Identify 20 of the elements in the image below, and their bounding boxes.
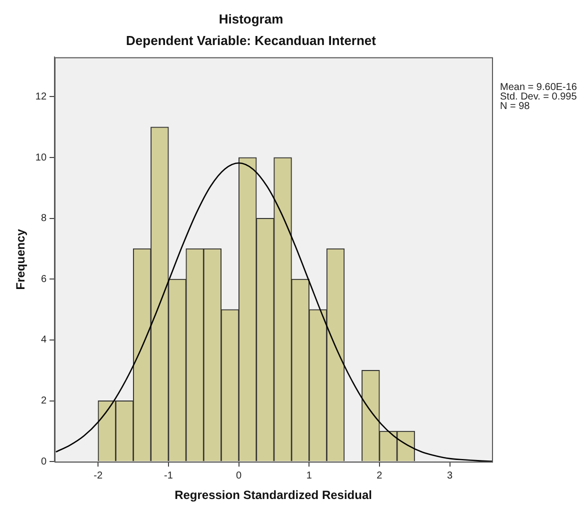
y-tick-label: 6 — [40, 274, 47, 285]
text: N = 98 — [500, 100, 530, 112]
y-axis-title: Frequency — [14, 228, 28, 290]
chart-subtitle: Dependent Variable: Kecanduan Internet — [126, 32, 377, 48]
x-tick-label: 1 — [306, 470, 312, 482]
y-tick-label: 2 — [40, 396, 47, 407]
x-tick-label: -1 — [164, 470, 174, 482]
x-tick-label: 0 — [236, 470, 242, 482]
y-tick-label: 8 — [40, 213, 47, 224]
text: Std. Dev. = 0.995 — [500, 91, 578, 102]
y-tick-label: 0 — [40, 456, 47, 468]
y-tick-label: 10 — [35, 152, 47, 164]
text: Mean = 9.60E-16 — [500, 82, 578, 93]
x-tick-label: 3 — [447, 470, 454, 482]
x-tick-label: 2 — [376, 470, 383, 482]
chart-title: Histogram — [218, 11, 284, 26]
y-tick-label: 12 — [35, 91, 47, 102]
y-tick-label: 4 — [40, 334, 47, 346]
x-axis-title: Regression Standardized Residual — [174, 488, 372, 502]
x-tick-label: -2 — [94, 470, 104, 482]
